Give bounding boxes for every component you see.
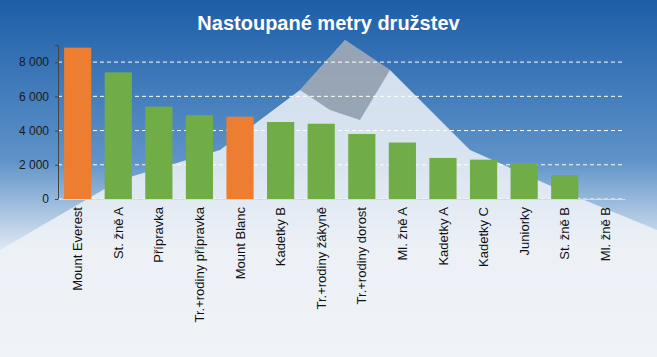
plot: 0 2 000 4 000 6 000 8 000 Mount Everest St. žn… [19, 46, 626, 323]
x-tick: St. žně A [111, 199, 126, 259]
x-tick: Tr.+rodiny přípravka [192, 199, 207, 322]
x-tick-label: St. žně A [111, 207, 126, 259]
y-tick-mark [55, 62, 58, 63]
y-axis: 0 2 000 4 000 6 000 8 000 [19, 46, 59, 207]
y-tick: 4 000 [19, 124, 58, 138]
x-tick-label: Juniorky [517, 207, 532, 256]
bar [64, 48, 91, 199]
bar [226, 117, 253, 199]
mountain [0, 40, 657, 357]
x-tick-label: Tr.+rodiny dorost [354, 207, 369, 305]
y-tick-mark [55, 131, 58, 132]
y-tick-label: 0 [42, 192, 49, 206]
x-tick: Ml. žně A [395, 199, 410, 260]
x-tick-label: Tr.+rodiny přípravka [192, 206, 207, 322]
bar [348, 134, 375, 199]
y-tick-label: 4 000 [19, 124, 49, 138]
x-tick: Mount Blanc [233, 199, 248, 279]
bar [186, 115, 213, 199]
x-tick-label: Ml. žně A [395, 207, 410, 261]
grid-line [58, 96, 625, 97]
x-axis-line [59, 199, 626, 200]
grid-line [58, 62, 625, 63]
y-tick: 6 000 [19, 90, 58, 104]
y-tick-label: 8 000 [19, 55, 49, 69]
bar [429, 158, 456, 199]
y-tick-mark [55, 96, 58, 97]
bars [64, 48, 578, 199]
x-tick-label: Kadetky A [436, 207, 451, 266]
bar [511, 163, 538, 199]
mountain-shadow [300, 40, 390, 120]
y-tick: 2 000 [19, 158, 58, 172]
x-tick-label: St. žně B [557, 207, 572, 260]
x-tick-label: Ml. žně B [598, 207, 613, 261]
bar [145, 107, 172, 199]
x-tick-label: Tr.+rodiny žákyně [314, 207, 329, 309]
bar [267, 122, 294, 199]
y-tick-mark [55, 199, 58, 200]
bar [592, 199, 619, 200]
x-tick: Kadetky A [436, 199, 451, 266]
y-axis-line [55, 46, 59, 200]
y-tick-label: 2 000 [19, 158, 49, 172]
y-tick-label: 6 000 [19, 90, 49, 104]
x-tick: Přípravka [151, 199, 166, 263]
x-tick: Juniorky [517, 199, 532, 255]
bar [551, 175, 578, 199]
x-tick-label: Přípravka [151, 206, 166, 262]
y-tick-mark [55, 165, 58, 166]
x-tick: Tr.+rodiny dorost [354, 199, 369, 304]
x-axis: Mount Everest St. žně A Přípravka Tr.+rodin… [59, 199, 626, 322]
x-tick: Kadetky B [273, 199, 288, 266]
x-tick: St. žně B [557, 199, 572, 260]
y-tick: 0 [42, 192, 58, 206]
grid-line [58, 164, 625, 165]
title: Nastoupané metry družstev [197, 12, 460, 34]
x-tick: Ml. žně B [598, 199, 613, 261]
grid-line [58, 199, 625, 200]
y-tick: 8 000 [19, 55, 58, 69]
x-tick-label: Mount Everest [70, 207, 85, 291]
x-tick-label: Mount Blanc [233, 207, 248, 280]
bar [105, 72, 132, 199]
bar [389, 143, 416, 199]
bar [470, 160, 497, 199]
grid [58, 62, 625, 199]
x-tick: Mount Everest [70, 199, 85, 291]
x-tick: Kadetky C [476, 199, 491, 267]
chart: Nastoupané metry družstev 0 2 000 4 000 6 00… [0, 0, 657, 357]
x-tick-label: Kadetky C [476, 207, 491, 267]
grid-line [58, 130, 625, 131]
bar [308, 124, 335, 199]
x-tick-label: Kadetky B [273, 207, 288, 266]
x-tick: Tr.+rodiny žákyně [314, 199, 329, 309]
background [0, 0, 657, 357]
